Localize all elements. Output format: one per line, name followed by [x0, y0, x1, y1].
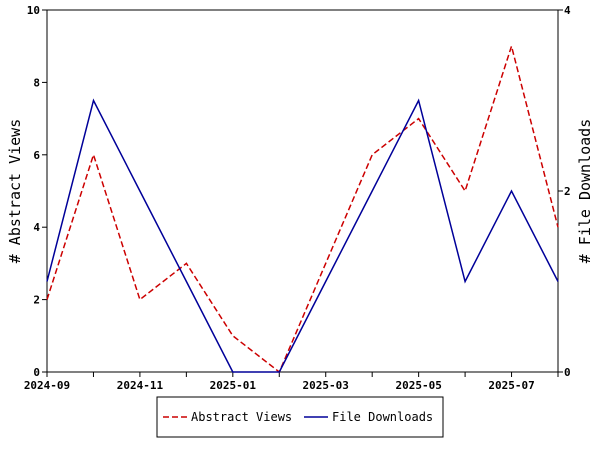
axis-labels: 0 2 4 6 8 10 0 2 4 2024-09 2024-11 2025-01 2025-03 20…: [6, 4, 594, 392]
series-lines: [46, 43, 559, 374]
y-left-axis-title: # Abstract Views: [6, 119, 24, 264]
y-left-tick-label: 4: [33, 221, 40, 234]
y-right-tick-label: 2: [564, 185, 571, 198]
x-tick-label: 2025-05: [395, 379, 441, 392]
x-tick-label: 2025-07: [488, 379, 534, 392]
legend-label-abstract-views: Abstract Views: [191, 410, 292, 424]
legend-label-file-downloads: File Downloads: [332, 410, 433, 424]
legend: Abstract Views File Downloads: [156, 396, 444, 438]
series-line-abstract-views: [46, 43, 559, 374]
axes: [42, 9, 563, 377]
y-right-tick-label: 0: [564, 366, 571, 379]
y-left-tick-label: 2: [33, 294, 40, 307]
y-left-tick-label: 10: [27, 4, 40, 17]
y-left-tick-label: 8: [33, 76, 40, 89]
y-right-axis-title: # File Downloads: [576, 119, 594, 264]
x-tick-label: 2024-09: [24, 379, 70, 392]
x-tick-label: 2025-03: [303, 379, 349, 392]
legend-box: [156, 396, 444, 438]
y-left-tick-label: 6: [33, 149, 40, 162]
x-tick-label: 2025-01: [210, 379, 257, 392]
y-right-tick-label: 4: [564, 4, 571, 17]
x-tick-label: 2024-11: [117, 379, 164, 392]
series-line-file-downloads: [46, 98, 559, 373]
y-left-tick-label: 0: [33, 366, 40, 379]
